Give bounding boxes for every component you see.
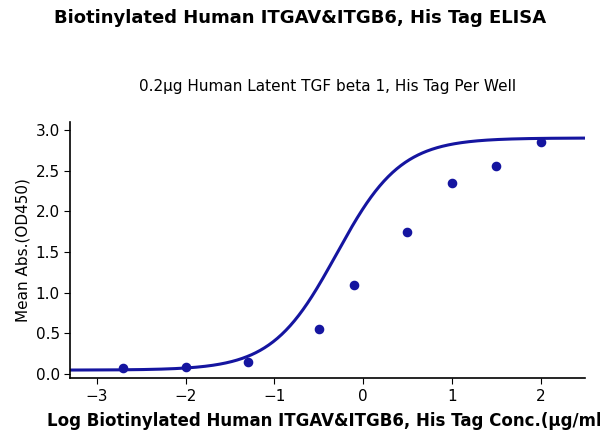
Point bbox=[447, 179, 457, 186]
Point bbox=[119, 365, 128, 372]
Point bbox=[491, 163, 501, 170]
X-axis label: Log Biotinylated Human ITGAV&ITGB6, His Tag Conc.(μg/ml): Log Biotinylated Human ITGAV&ITGB6, His … bbox=[47, 412, 600, 430]
Y-axis label: Mean Abs.(OD450): Mean Abs.(OD450) bbox=[15, 178, 30, 322]
Point bbox=[243, 358, 253, 365]
Point bbox=[349, 281, 359, 288]
Point bbox=[181, 363, 190, 370]
Point bbox=[314, 326, 323, 333]
Text: Biotinylated Human ITGAV&ITGB6, His Tag ELISA: Biotinylated Human ITGAV&ITGB6, His Tag … bbox=[54, 9, 546, 27]
Title: 0.2μg Human Latent TGF beta 1, His Tag Per Well: 0.2μg Human Latent TGF beta 1, His Tag P… bbox=[139, 79, 516, 94]
Point bbox=[536, 138, 545, 146]
Point bbox=[403, 228, 412, 235]
